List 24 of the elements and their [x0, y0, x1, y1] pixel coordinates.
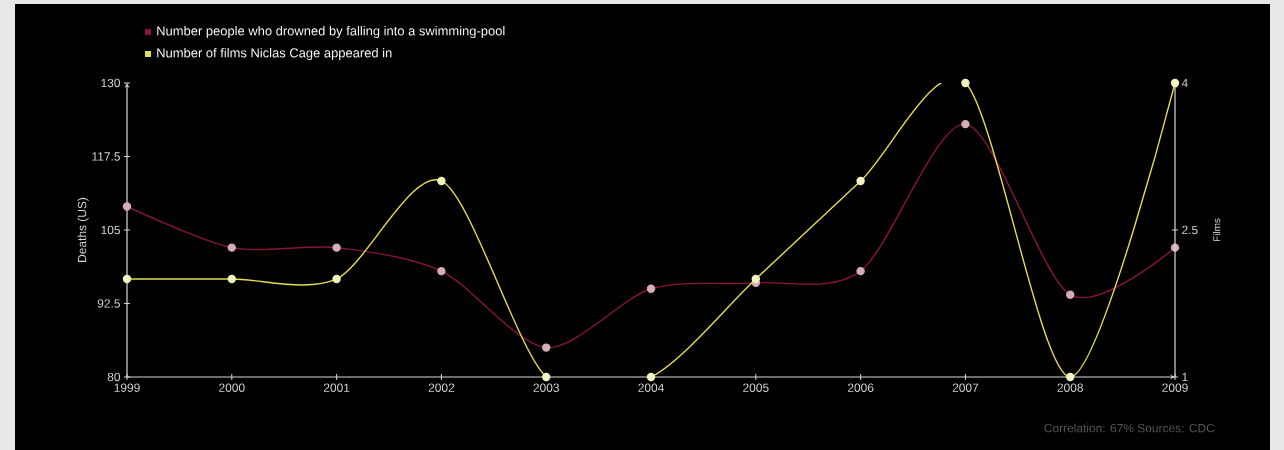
y-axis-title: Deaths (US): [77, 197, 89, 262]
y-tick-label: 130: [101, 78, 121, 88]
x-tick-label: 2007: [952, 383, 979, 392]
y2-tick-label: 2.5: [1182, 225, 1198, 235]
y-tick-label: 105: [101, 225, 120, 235]
x-tick-label: 2000: [219, 383, 245, 392]
x-tick-label: 2003: [533, 383, 559, 392]
text: Correlation: 67% Sources: CDC: [1044, 423, 1215, 433]
y-tick-label: 92.5: [97, 299, 120, 308]
y-tick-label: 117.5: [92, 152, 120, 161]
y2-tick-label: 4: [1181, 78, 1188, 88]
legend-label: Number of films Niclas Cage appeared in: [157, 47, 392, 61]
x-tick-label: 2005: [743, 383, 769, 392]
x-tick-label: 2002: [428, 383, 455, 392]
legend-label: Number people who drowned by falling into a swimming-pool: [157, 25, 505, 39]
x-tick-label: 2009: [1162, 383, 1188, 392]
y-tick-label: 80: [107, 372, 121, 382]
x-tick-label: 2008: [1057, 383, 1083, 392]
x-tick-label: 2001: [323, 383, 350, 392]
x-tick-label: 2006: [847, 383, 874, 392]
y2-axis-title: Films: [1212, 218, 1221, 242]
y2-tick-label: 1: [1182, 372, 1188, 382]
x-tick-label: 1999: [114, 383, 140, 392]
x-tick-label: 2004: [638, 383, 664, 392]
